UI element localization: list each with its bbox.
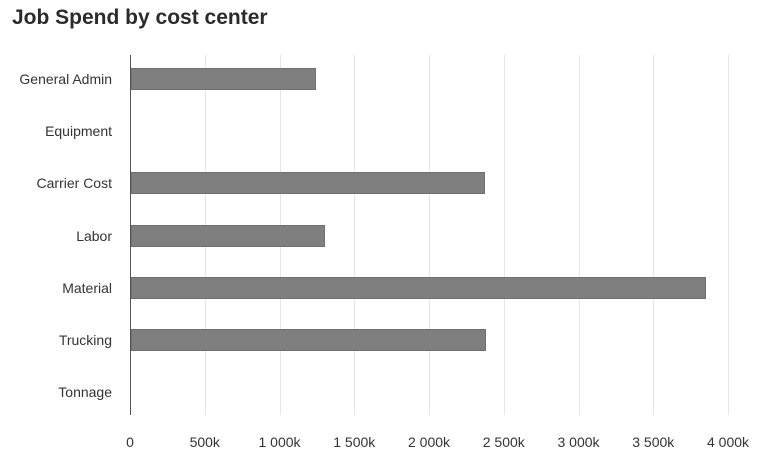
x-tick-label: 4 000k	[706, 434, 750, 450]
chart-title: Job Spend by cost center	[12, 6, 268, 29]
gridline	[653, 55, 655, 415]
y-category-label: Labor	[76, 227, 112, 244]
x-tick-label: 1 000k	[258, 434, 301, 450]
bar-carrier-cost[interactable]	[131, 172, 486, 195]
bar-material[interactable]	[131, 276, 706, 299]
gridline	[503, 55, 505, 415]
gridline	[578, 55, 580, 415]
bar-labor[interactable]	[131, 224, 326, 247]
x-tick-label: 2 500k	[482, 434, 525, 450]
bar-general-admin[interactable]	[131, 68, 317, 90]
y-category-label: Tonnage	[58, 384, 112, 401]
gridline	[354, 55, 356, 415]
x-tick-label: 3 000k	[557, 434, 600, 450]
x-tick-label: 2 000k	[407, 434, 451, 450]
y-category-label: Carrier Cost	[36, 175, 112, 192]
bar-trucking[interactable]	[131, 329, 487, 351]
x-tick-label: 3 500k	[632, 434, 675, 450]
y-category-label: General Admin	[19, 71, 112, 87]
gridline	[728, 55, 729, 415]
plot-area	[130, 55, 730, 415]
y-category-label: Equipment	[45, 123, 112, 140]
y-axis-line	[130, 55, 131, 415]
y-category-label: Material	[62, 279, 112, 296]
y-category-label: Trucking	[58, 332, 112, 348]
x-tick-label: 1 500k	[333, 434, 376, 450]
x-tick-label: 0	[126, 434, 134, 450]
x-tick-label: 500k	[189, 434, 220, 450]
gridline	[429, 55, 430, 415]
